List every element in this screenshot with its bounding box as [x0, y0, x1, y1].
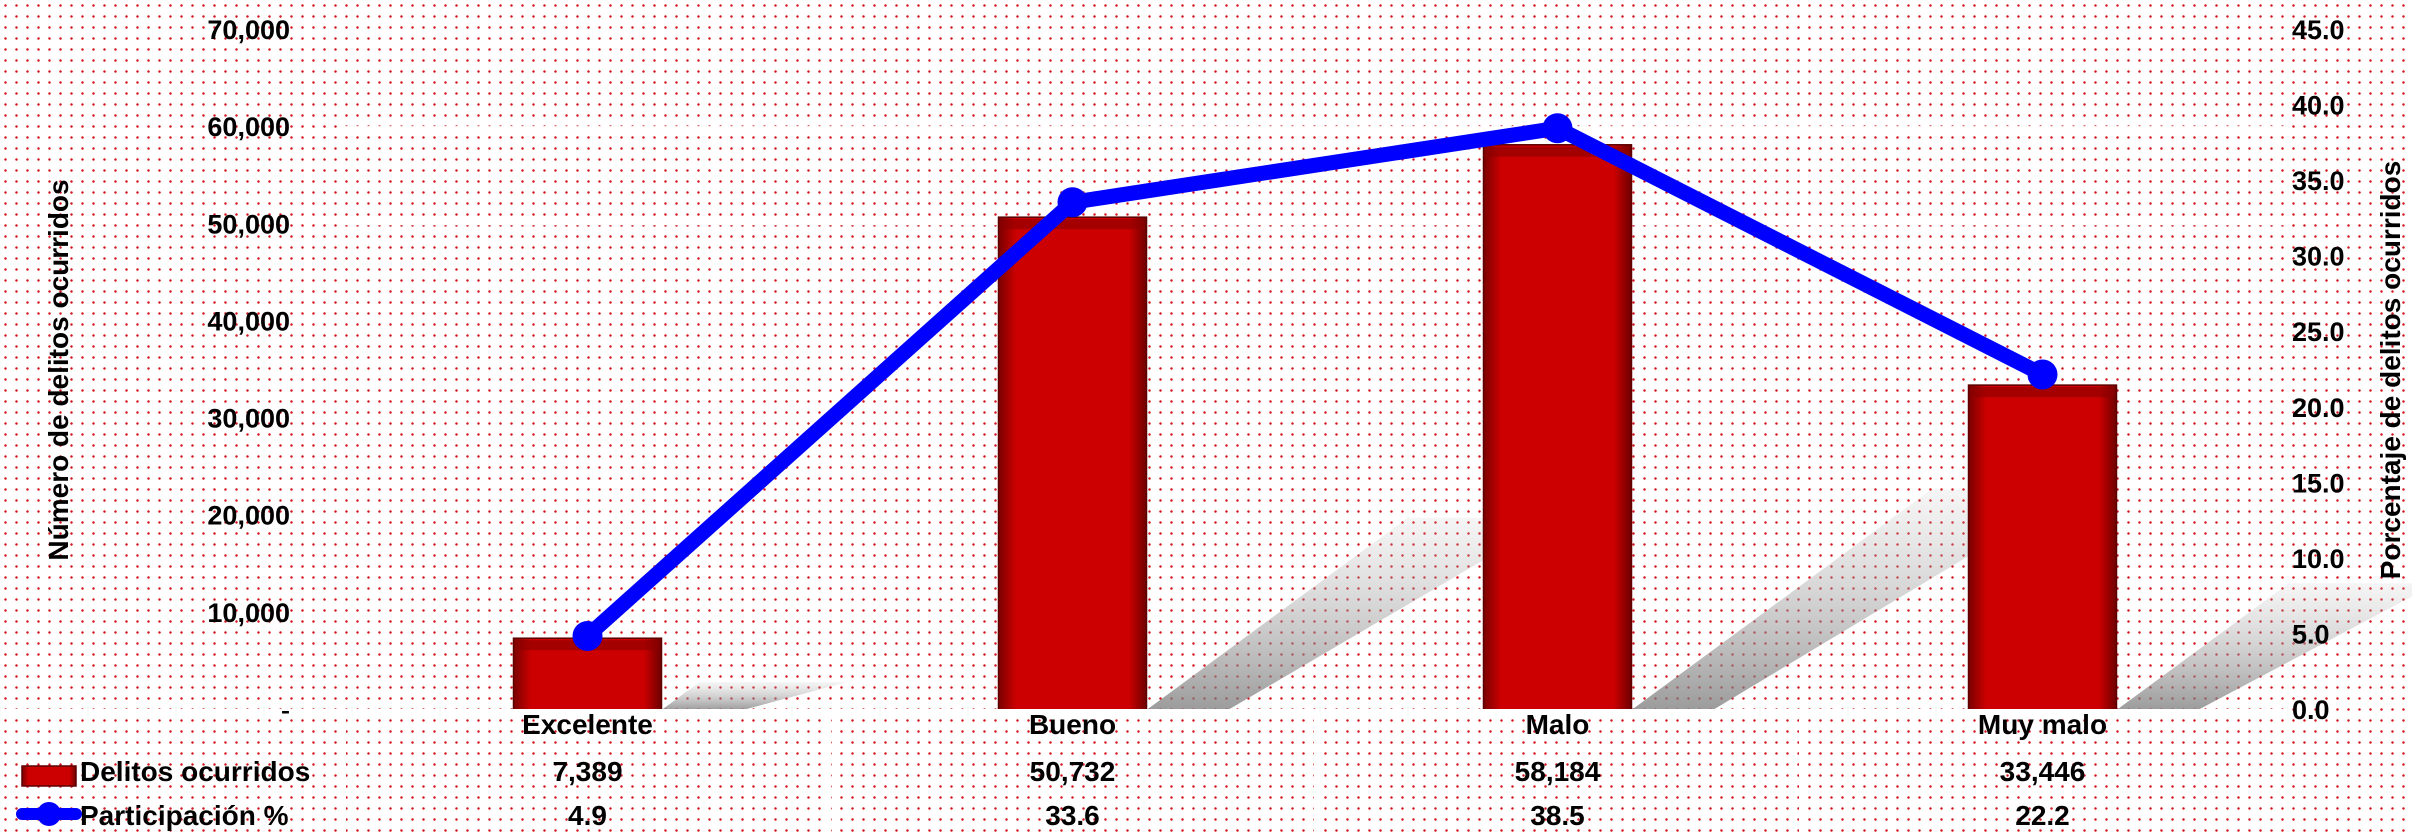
bar-shadow [661, 682, 848, 710]
y-tick-label: 60,000 [207, 112, 290, 142]
category-label: Muy malo [1978, 709, 2107, 740]
y-tick-label: 10,000 [207, 598, 290, 628]
y2-tick-label: 30.0 [2292, 242, 2345, 272]
line-legend-label: Participación % [80, 800, 289, 831]
y2-axis-title: Porcentaje de delitos ocurridos [2375, 161, 2406, 580]
line-value-cell: 4.9 [568, 800, 607, 831]
bar-value-cell: 50,732 [1030, 756, 1116, 787]
bar-legend-key [21, 765, 77, 787]
y-tick-label: 50,000 [207, 209, 290, 239]
y-tick-label: 40,000 [207, 306, 290, 336]
line-point [572, 620, 603, 651]
line-path [580, 120, 2050, 644]
bar [997, 216, 1148, 711]
category-label: Bueno [1029, 709, 1116, 740]
bar [1967, 384, 2118, 711]
y2-tick-label: 45.0 [2292, 15, 2345, 45]
y-axis-title: Número de delitos ocurridos [43, 179, 74, 560]
y2-tick-label: 0.0 [2292, 695, 2330, 725]
bar-shadow [1631, 489, 2080, 710]
line-value-cell: 33.6 [1045, 800, 1100, 831]
bar-value-cell: 33,446 [2000, 756, 2086, 787]
line-series [572, 113, 2058, 651]
line-point [1057, 187, 1088, 218]
y2-tick-label: 10.0 [2292, 544, 2345, 574]
right-axis: 0.0 5.0 10.0 15.0 20.0 25.0 30.0 35.0 40.0 45.0 Po… [2292, 15, 2406, 725]
bar-value-cell: 7,389 [552, 756, 622, 787]
line-legend-marker [37, 802, 61, 826]
bar-shadow [2116, 583, 2412, 710]
line-point [2027, 359, 2058, 390]
bar [1482, 144, 1633, 711]
category-label: Excelente [522, 709, 653, 740]
bar-top-bevel [1970, 387, 2115, 398]
y2-tick-label: 40.0 [2292, 91, 2345, 121]
y-tick-label: 20,000 [207, 501, 290, 531]
bar-top-bevel [1485, 146, 1630, 157]
y-tick-label: 30,000 [207, 404, 290, 434]
y2-tick-label: 5.0 [2292, 619, 2330, 649]
y-tick-label: 70,000 [207, 15, 290, 45]
y2-tick-label: 35.0 [2292, 166, 2345, 196]
bar-top-bevel [1000, 219, 1145, 230]
line-point [1542, 113, 1573, 144]
y2-tick-label: 20.0 [2292, 393, 2345, 423]
gridlines [345, 29, 2285, 614]
line-value-cell: 38.5 [1530, 800, 1585, 831]
category-label: Malo [1526, 709, 1590, 740]
data-table: Excelente Bueno Malo Muy malo 7,389 50,732 58,… [0, 709, 2286, 840]
left-axis: -10,00020,00030,00040,00050,00060,00070,… [43, 15, 290, 725]
line-value-cell: 22.2 [2015, 800, 2070, 831]
bar-shadow [1146, 517, 1556, 710]
y2-tick-label: 15.0 [2292, 468, 2345, 498]
bar-value-cell: 58,184 [1515, 756, 1601, 787]
y2-tick-label: 25.0 [2292, 317, 2345, 347]
bar-legend-label: Delitos ocurridos [80, 756, 310, 787]
bar-shadows [661, 489, 2412, 710]
